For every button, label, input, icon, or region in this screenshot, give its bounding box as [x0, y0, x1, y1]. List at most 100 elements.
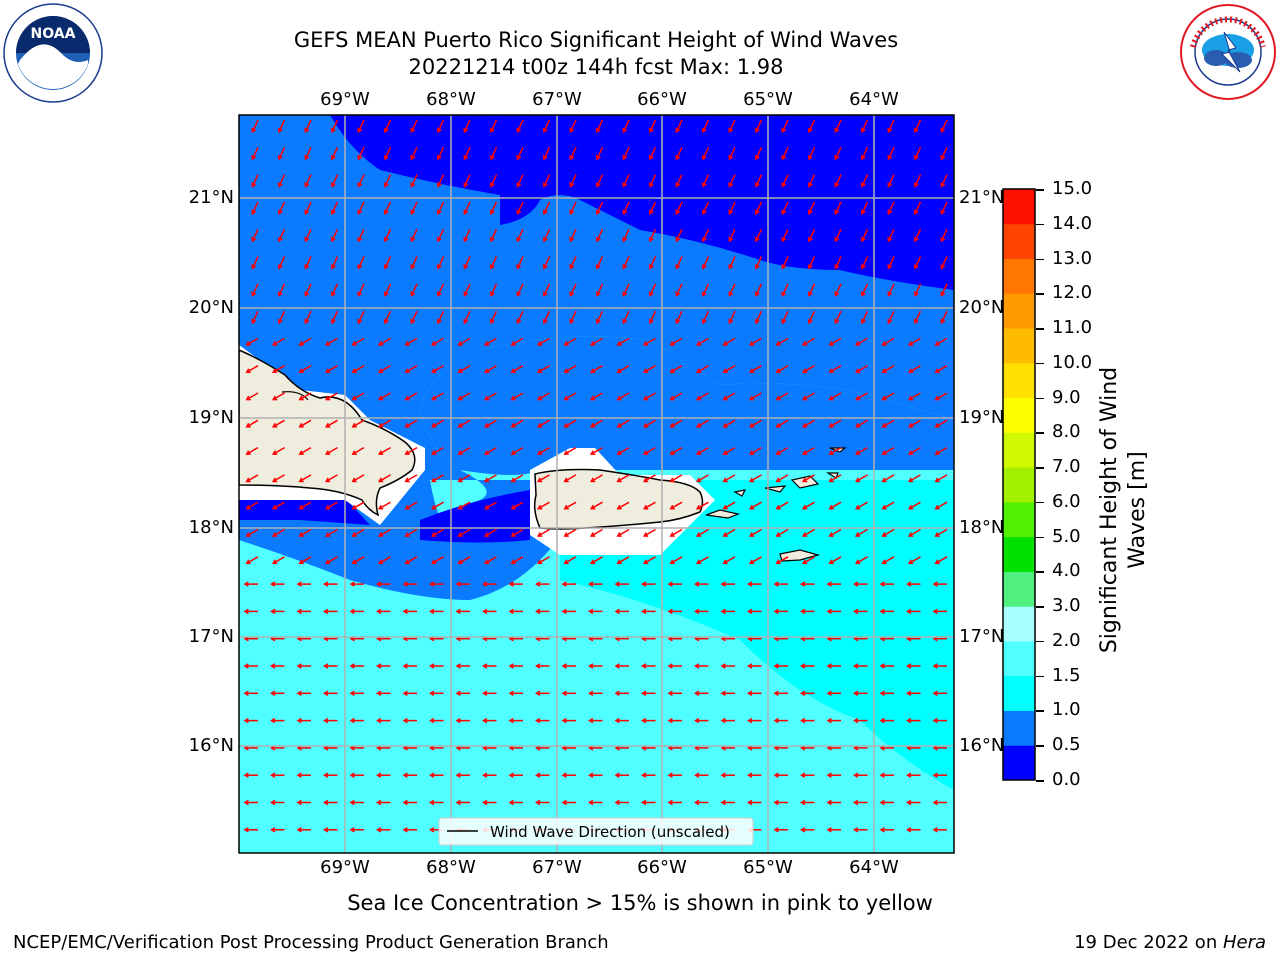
- wave-arrowhead: [349, 717, 355, 724]
- wave-arrowhead: [376, 690, 382, 697]
- wave-arrow: [299, 501, 312, 510]
- wave-arrow: [776, 419, 789, 428]
- wave-arrowhead: [722, 341, 728, 346]
- wave-arrowhead: [800, 717, 806, 724]
- wave-arrowhead: [436, 209, 442, 216]
- wave-arrow: [325, 446, 338, 455]
- wave-arrowhead: [834, 291, 840, 297]
- wave-arrowhead: [277, 127, 283, 134]
- wave-arrow: [272, 528, 285, 537]
- wave-arrow: [882, 474, 895, 483]
- wave-arrowhead: [270, 663, 276, 669]
- colorbar-tick-label: 0.0: [1052, 769, 1081, 790]
- wave-arrow: [299, 365, 312, 373]
- lat-right-18n: 18°N: [959, 517, 1005, 538]
- wave-arrowhead: [722, 422, 728, 428]
- wave-arrowhead: [667, 690, 673, 697]
- wave-arrowhead: [510, 422, 516, 428]
- wave-arrow: [405, 392, 418, 401]
- wave-arrowhead: [748, 477, 755, 483]
- wave-arrow: [378, 446, 391, 455]
- wave-arrowhead: [807, 236, 813, 243]
- wave-arrowhead: [854, 532, 861, 537]
- wave-arrow: [781, 310, 789, 324]
- wave-arrowhead: [429, 663, 435, 669]
- wave-arrowhead: [489, 318, 495, 325]
- wave-arrow: [384, 119, 392, 133]
- wave-arrowhead: [436, 236, 442, 243]
- wave-arrowhead: [881, 532, 887, 537]
- wave-arrowhead: [535, 690, 541, 697]
- wave-arrowhead: [728, 264, 734, 270]
- wave-arrowhead: [595, 155, 601, 161]
- wave-arrowhead: [569, 155, 575, 161]
- wave-arrowhead: [860, 209, 866, 216]
- wave-arrow: [543, 201, 551, 214]
- wave-arrow: [781, 119, 789, 133]
- wave-arrowhead: [720, 608, 726, 615]
- wave-arrow: [484, 474, 497, 483]
- wave-arrowhead: [377, 559, 384, 565]
- wave-arrow: [352, 501, 365, 510]
- wave-arrowhead: [430, 559, 437, 565]
- wave-arrowhead: [489, 236, 495, 243]
- footer-host: Hera: [1222, 932, 1266, 953]
- wave-arrowhead: [436, 127, 442, 134]
- wave-arrow: [325, 337, 338, 346]
- wave-arrow: [272, 365, 285, 373]
- wave-arrowhead: [243, 690, 249, 697]
- lat-right-20n: 20°N: [959, 297, 1005, 318]
- wave-arrowhead: [641, 799, 647, 806]
- wave-arrow: [935, 337, 948, 346]
- wave-arrowhead: [357, 209, 363, 216]
- wave-arrow: [749, 365, 762, 373]
- wave-arrowhead: [251, 291, 257, 297]
- wave-arrowhead: [561, 772, 567, 778]
- wave-arrowhead: [536, 477, 543, 483]
- wave-arrow: [649, 201, 657, 214]
- wave-arrowhead: [907, 450, 914, 455]
- wave-arrowhead: [826, 663, 832, 669]
- wave-arrowhead: [720, 717, 726, 724]
- wave-arrowhead: [271, 341, 278, 346]
- wave-arrow: [776, 337, 789, 346]
- wave-arrowhead: [748, 422, 755, 428]
- wave-arrowhead: [298, 504, 304, 510]
- wave-arrow: [696, 474, 709, 483]
- wave-arrowhead: [675, 155, 681, 161]
- wave-arrow: [675, 228, 683, 242]
- wave-arrowhead: [781, 155, 787, 161]
- colorbar-tick-mark: [1036, 432, 1044, 434]
- wave-arrowhead: [510, 559, 516, 565]
- wave-arrowhead: [383, 209, 389, 216]
- wave-arrow: [405, 528, 418, 537]
- wave-arrowhead: [906, 772, 912, 778]
- wave-arrowhead: [728, 182, 734, 188]
- wave-arrow: [304, 201, 312, 214]
- wave-arrowhead: [913, 318, 919, 325]
- wave-arrowhead: [404, 368, 410, 374]
- wave-arrowhead: [801, 341, 808, 346]
- wave-arrow: [304, 256, 312, 269]
- wave-arrowhead: [648, 236, 654, 243]
- wave-arrowhead: [323, 608, 329, 615]
- wave-arrowhead: [622, 264, 628, 270]
- wave-arrowhead: [483, 450, 490, 455]
- wave-arrowhead: [781, 318, 787, 325]
- wave-arrowhead: [641, 608, 647, 615]
- wave-arrowhead: [641, 717, 647, 724]
- wave-arrow: [304, 228, 312, 242]
- wave-arrowhead: [243, 827, 249, 833]
- wave-arrow: [352, 556, 365, 564]
- wave-arrow: [405, 337, 418, 346]
- wave-arrow: [670, 365, 683, 373]
- wave-arrowhead: [801, 450, 808, 455]
- wave-arrowhead: [906, 663, 912, 669]
- wave-arrowhead: [516, 209, 522, 216]
- wave-arrowhead: [483, 559, 490, 565]
- wave-arrowhead: [728, 155, 734, 161]
- wave-arrowhead: [695, 422, 702, 428]
- wave-arrowhead: [773, 799, 779, 806]
- wave-arrow: [272, 419, 285, 428]
- wave-arrow: [463, 228, 471, 242]
